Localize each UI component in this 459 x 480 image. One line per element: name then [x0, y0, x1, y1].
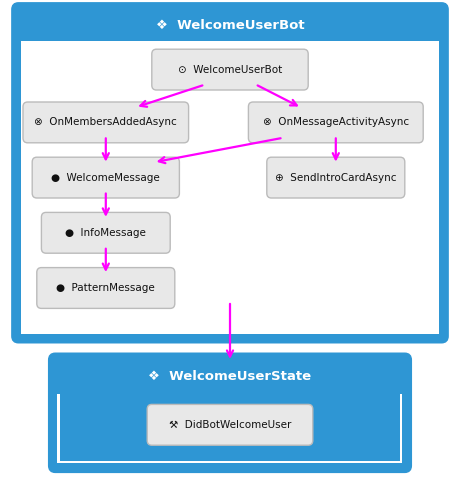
FancyBboxPatch shape: [21, 41, 438, 334]
FancyBboxPatch shape: [37, 267, 174, 308]
Text: ●  InfoMessage: ● InfoMessage: [65, 228, 146, 238]
FancyBboxPatch shape: [151, 49, 308, 90]
Text: ⚒  DidBotWelcomeUser: ⚒ DidBotWelcomeUser: [168, 420, 291, 430]
Text: ●  WelcomeMessage: ● WelcomeMessage: [51, 173, 160, 182]
Text: ●  PatternMessage: ● PatternMessage: [56, 283, 155, 293]
Text: ⊗  OnMembersAddedAsync: ⊗ OnMembersAddedAsync: [34, 118, 177, 127]
FancyBboxPatch shape: [41, 212, 170, 253]
Text: ⊙  WelcomeUserBot: ⊙ WelcomeUserBot: [178, 65, 281, 74]
FancyBboxPatch shape: [13, 4, 446, 342]
FancyBboxPatch shape: [23, 102, 188, 143]
FancyBboxPatch shape: [50, 354, 409, 471]
Text: ⊗  OnMessageActivityAsync: ⊗ OnMessageActivityAsync: [262, 118, 408, 127]
FancyBboxPatch shape: [266, 157, 404, 198]
Text: ❖  WelcomeUserState: ❖ WelcomeUserState: [148, 370, 311, 384]
Text: ⊕  SendIntroCardAsync: ⊕ SendIntroCardAsync: [274, 173, 396, 182]
Text: ❖  WelcomeUserBot: ❖ WelcomeUserBot: [155, 19, 304, 32]
FancyBboxPatch shape: [57, 394, 402, 463]
FancyBboxPatch shape: [32, 157, 179, 198]
FancyBboxPatch shape: [147, 404, 312, 445]
FancyBboxPatch shape: [248, 102, 422, 143]
FancyBboxPatch shape: [60, 394, 399, 461]
